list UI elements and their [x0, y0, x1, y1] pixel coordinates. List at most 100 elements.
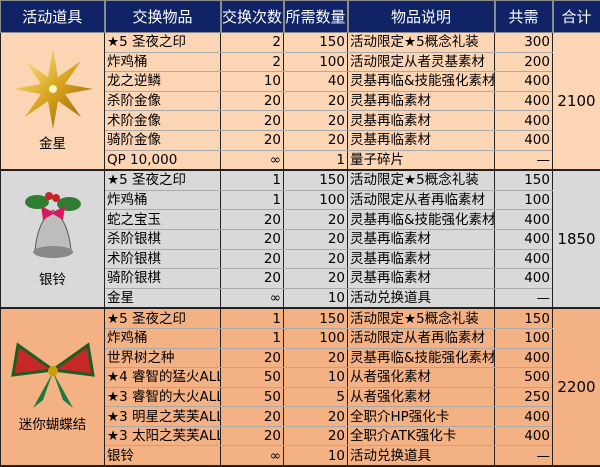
required-amount: 1 [284, 150, 348, 170]
exchange-count: 20 [221, 426, 284, 446]
total-needed: 150 [495, 308, 553, 328]
exchange-count: 20 [221, 210, 284, 230]
total-needed: 200 [495, 52, 553, 72]
total-needed: 400 [495, 348, 553, 368]
exchange-item: 龙之逆鳞 [105, 72, 221, 92]
required-amount: 10 [284, 446, 348, 466]
total-needed: 400 [495, 229, 553, 249]
item-description: 灵基再临素材 [348, 229, 495, 249]
required-amount: 100 [284, 190, 348, 210]
item-description: 活动限定从者灵基素材 [348, 52, 495, 72]
item-description: 灵基再临素材 [348, 249, 495, 269]
exchange-count: 20 [221, 269, 284, 289]
exchange-count: 2 [221, 33, 284, 53]
exchange-count: 20 [221, 348, 284, 368]
exchange-count: 1 [221, 308, 284, 328]
exchange-item: 骑阶金像 [105, 130, 221, 150]
required-amount: 20 [284, 210, 348, 230]
event-item-cell: 金星 [1, 33, 105, 171]
item-description: 活动限定从者再临素材 [348, 190, 495, 210]
total-needed: 400 [495, 91, 553, 111]
exchange-item: 银铃 [105, 446, 221, 466]
exchange-item: 炸鸡桶 [105, 190, 221, 210]
item-description: 活动限定从者再临素材 [348, 328, 495, 348]
required-amount: 20 [284, 426, 348, 446]
exchange-count: ∞ [221, 446, 284, 466]
event-item-name: 迷你蝴蝶结 [19, 417, 87, 433]
exchange-count: 1 [221, 190, 284, 210]
event-item-cell: 迷你蝴蝶结 [1, 308, 105, 466]
exchange-count: 20 [221, 229, 284, 249]
exchange-item: ★5 圣夜之印 [105, 170, 221, 190]
exchange-item: 杀阶银棋 [105, 229, 221, 249]
column-header: 合计 [553, 1, 600, 33]
required-amount: 20 [284, 269, 348, 289]
total-needed: 100 [495, 190, 553, 210]
exchange-item: QP 10,000 [105, 150, 221, 170]
exchange-item: ★3 睿智的大火ALL [105, 387, 221, 407]
gold-star-icon [3, 49, 102, 129]
item-description: 活动限定★5概念礼装 [348, 170, 495, 190]
total-needed: 300 [495, 33, 553, 53]
ribbon-bow-icon [3, 340, 102, 410]
required-amount: 20 [284, 407, 348, 427]
exchange-count: 10 [221, 72, 284, 92]
item-description: 灵基再临素材 [348, 269, 495, 289]
event-item-cell: 银铃 [1, 170, 105, 308]
exchange-count: 20 [221, 111, 284, 131]
exchange-item: 炸鸡桶 [105, 328, 221, 348]
item-description: 全职介ATK强化卡 [348, 426, 495, 446]
exchange-count: 50 [221, 387, 284, 407]
total-needed: 250 [495, 387, 553, 407]
column-header: 物品说明 [348, 1, 495, 33]
required-amount: 10 [284, 288, 348, 308]
column-header: 共需 [495, 1, 553, 33]
item-description: 活动限定★5概念礼装 [348, 308, 495, 328]
required-amount: 10 [284, 368, 348, 388]
required-amount: 20 [284, 91, 348, 111]
item-description: 灵基再临素材 [348, 111, 495, 131]
total-needed: 400 [495, 210, 553, 230]
item-description: 灵基再临&技能强化素材 [348, 210, 495, 230]
item-description: 从者强化素材 [348, 387, 495, 407]
item-description: 量子碎片 [348, 150, 495, 170]
total-needed: 400 [495, 407, 553, 427]
required-amount: 20 [284, 111, 348, 131]
item-description: 全职介HP强化卡 [348, 407, 495, 427]
exchange-item: 术阶金像 [105, 111, 221, 131]
total-needed: — [495, 288, 553, 308]
required-amount: 20 [284, 348, 348, 368]
total-needed: 400 [495, 72, 553, 92]
total-needed: 400 [495, 130, 553, 150]
required-amount: 20 [284, 229, 348, 249]
column-header: 交换物品 [105, 1, 221, 33]
exchange-item: ★5 圣夜之印 [105, 308, 221, 328]
required-amount: 100 [284, 52, 348, 72]
exchange-count: 1 [221, 170, 284, 190]
group-total: 1850 [553, 170, 600, 308]
required-amount: 150 [284, 308, 348, 328]
exchange-count: 2 [221, 52, 284, 72]
item-description: 活动限定★5概念礼装 [348, 33, 495, 53]
exchange-item: ★4 睿智的猛火ALL [105, 368, 221, 388]
total-needed: 400 [495, 249, 553, 269]
item-description: 从者强化素材 [348, 368, 495, 388]
silver-bell-icon [3, 190, 102, 265]
total-needed: 100 [495, 328, 553, 348]
exchange-item: 世界树之种 [105, 348, 221, 368]
exchange-count: 20 [221, 130, 284, 150]
item-description: 灵基再临素材 [348, 130, 495, 150]
exchange-count: ∞ [221, 288, 284, 308]
column-header: 交换次数 [221, 1, 284, 33]
total-needed: 400 [495, 269, 553, 289]
item-description: 活动兑换道具 [348, 446, 495, 466]
total-needed: — [495, 446, 553, 466]
exchange-item: ★3 明星之芙芙ALL [105, 407, 221, 427]
exchange-count: 1 [221, 328, 284, 348]
column-header: 所需数量 [284, 1, 348, 33]
required-amount: 100 [284, 328, 348, 348]
